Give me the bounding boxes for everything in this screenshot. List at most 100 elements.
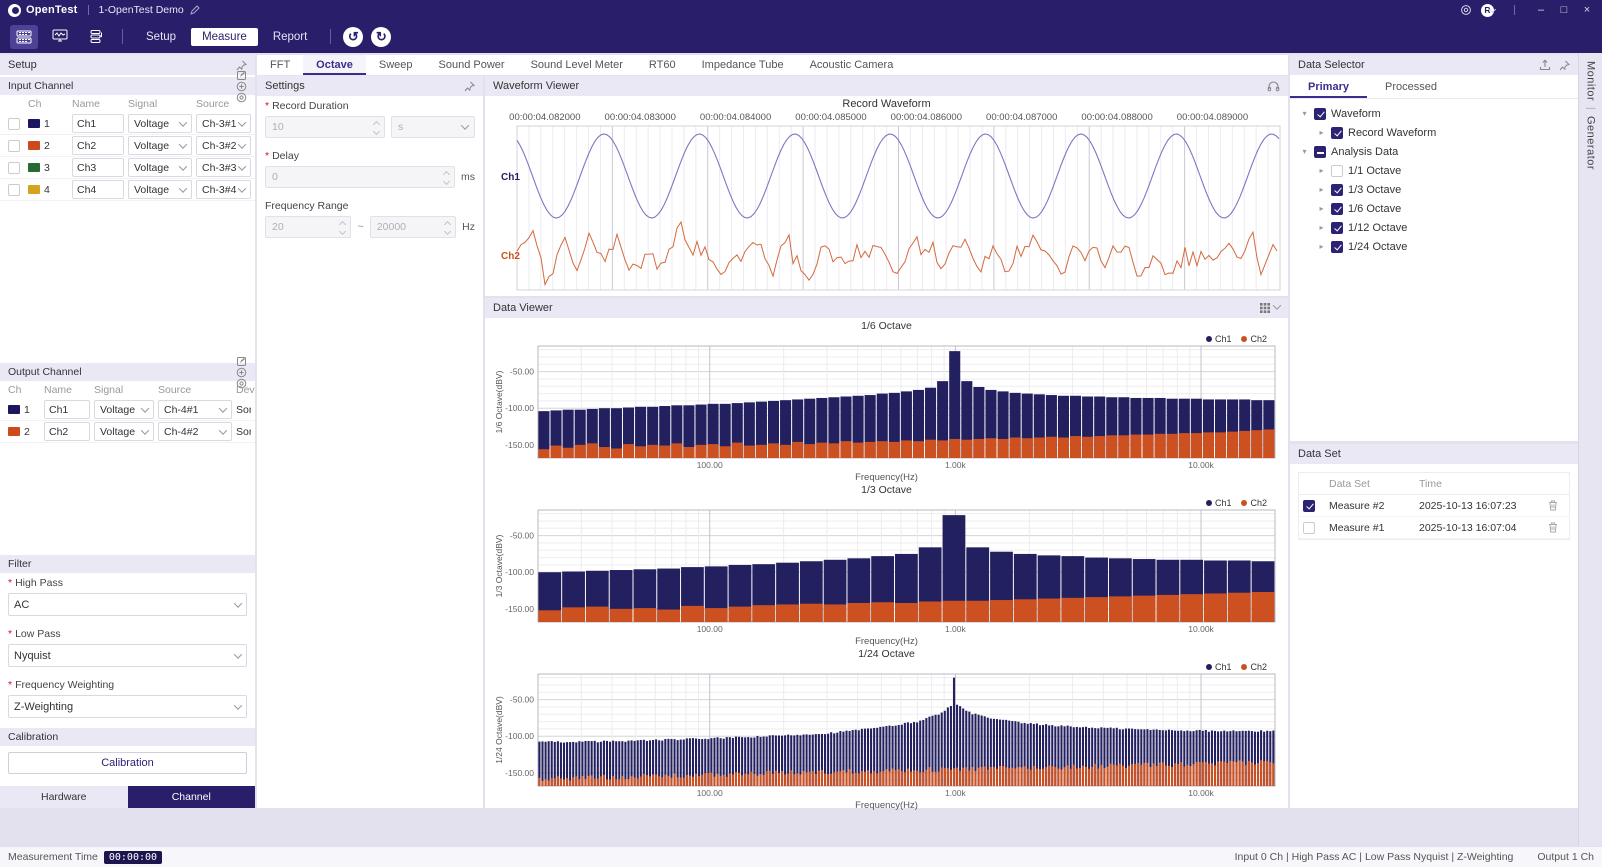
tree-checkbox[interactable]	[1331, 126, 1343, 139]
stepper-icon[interactable]	[442, 170, 451, 186]
layout-grid-icon[interactable]	[1259, 302, 1271, 314]
channel-settings-icon[interactable]	[236, 92, 247, 103]
undo-button[interactable]: ↺	[343, 26, 364, 47]
waveform-plot[interactable]: Ch1 Ch2	[489, 124, 1284, 295]
tree-item-1-1-octave[interactable]: ▸ 1/1 Octave	[1290, 161, 1578, 180]
source-select[interactable]: Ch-3#4	[196, 180, 251, 199]
tree-item-1-6-octave[interactable]: ▸ 1/6 Octave	[1290, 199, 1578, 218]
caret-right-icon[interactable]: ▸	[1319, 185, 1324, 194]
channel-name-input[interactable]	[72, 114, 124, 133]
headphones-icon[interactable]	[1267, 80, 1280, 92]
tree-item-analysis-data[interactable]: ▾ Analysis Data	[1290, 142, 1578, 161]
add-channel-icon[interactable]	[236, 81, 247, 92]
signal-select[interactable]: Voltage	[128, 180, 192, 199]
close-button[interactable]: ×	[1583, 4, 1591, 16]
nav-item-measure[interactable]: Measure	[191, 27, 258, 46]
tree-checkbox[interactable]	[1331, 221, 1343, 234]
tab-rt60[interactable]: RT60	[648, 59, 676, 71]
frequency-weighting-select[interactable]: Z-Weighting	[8, 695, 247, 718]
nav-item-setup[interactable]: Setup	[146, 30, 177, 43]
footer-tab-channel[interactable]: Channel	[127, 786, 255, 808]
caret-right-icon[interactable]: ▸	[1319, 166, 1324, 175]
nav-item-report[interactable]: Report	[272, 30, 308, 43]
freq-min-value[interactable]	[272, 221, 337, 233]
freq-max-input[interactable]	[369, 216, 457, 238]
tab-sweep[interactable]: Sweep	[378, 59, 413, 71]
high-pass-select[interactable]: AC	[8, 593, 247, 616]
pin-icon[interactable]	[464, 81, 475, 92]
tree-item-1-24-octave[interactable]: ▸ 1/24 Octave	[1290, 237, 1578, 256]
tab-octave[interactable]: Octave	[303, 55, 366, 75]
tab-acoustic-camera[interactable]: Acoustic Camera	[809, 59, 894, 71]
freq-max-value[interactable]	[376, 221, 442, 233]
tab-impedance-tube[interactable]: Impedance Tube	[701, 59, 784, 71]
channel-name-input[interactable]	[72, 158, 124, 177]
delete-icon[interactable]	[1541, 522, 1565, 533]
tree-checkbox[interactable]	[1314, 107, 1326, 120]
caret-down-icon[interactable]: ▾	[1302, 147, 1307, 156]
monitor-view-button[interactable]	[46, 25, 74, 49]
channel-settings-icon[interactable]	[236, 378, 247, 389]
row-checkbox[interactable]	[8, 161, 20, 174]
stepper-icon[interactable]	[339, 220, 347, 236]
caret-right-icon[interactable]: ▸	[1319, 204, 1324, 213]
freq-min-input[interactable]	[265, 216, 352, 238]
edit-list-icon[interactable]	[236, 70, 247, 81]
calibration-button[interactable]: Calibration	[8, 752, 247, 774]
footer-tab-hardware[interactable]: Hardware	[0, 786, 128, 808]
signal-select[interactable]: Voltage	[128, 136, 192, 155]
dock-tab-monitor[interactable]: Monitor	[1584, 61, 1597, 102]
channel-name-input[interactable]	[44, 400, 90, 419]
selector-tab-primary[interactable]: Primary	[1290, 75, 1367, 98]
edit-title-icon[interactable]	[189, 5, 200, 15]
delete-icon[interactable]	[1541, 500, 1565, 511]
tab-sound-level-meter[interactable]: Sound Level Meter	[530, 59, 623, 71]
row-checkbox[interactable]	[1303, 499, 1315, 512]
channel-name-input[interactable]	[72, 136, 124, 155]
channel-name-input[interactable]	[44, 422, 90, 441]
source-select[interactable]: Ch-3#3	[196, 158, 251, 177]
user-avatar[interactable]: R	[1481, 3, 1497, 17]
dock-tab-generator[interactable]: Generator	[1584, 115, 1597, 170]
row-checkbox[interactable]	[8, 117, 20, 130]
tree-checkbox[interactable]	[1331, 202, 1343, 215]
pin-icon[interactable]	[1559, 60, 1570, 71]
signal-select[interactable]: Voltage	[128, 114, 192, 133]
signal-select[interactable]: Voltage	[128, 158, 192, 177]
source-select[interactable]: Ch-3#2	[196, 136, 251, 155]
caret-right-icon[interactable]: ▸	[1319, 128, 1324, 137]
minimize-button[interactable]: –	[1537, 4, 1545, 16]
export-icon[interactable]	[1539, 59, 1551, 71]
pin-icon[interactable]	[236, 60, 247, 71]
signal-select[interactable]: Voltage	[94, 422, 154, 441]
data-set-row[interactable]: Measure #2 2025-10-13 16:07:23	[1299, 495, 1569, 517]
tree-checkbox[interactable]	[1331, 240, 1343, 253]
maximize-button[interactable]: □	[1560, 4, 1568, 16]
row-checkbox[interactable]	[8, 139, 20, 152]
tab-fft[interactable]: FFT	[270, 59, 291, 71]
stepper-icon[interactable]	[372, 120, 381, 136]
tab-sound-power[interactable]: Sound Power	[438, 59, 505, 71]
tree-checkbox[interactable]	[1331, 183, 1343, 196]
caret-right-icon[interactable]: ▸	[1319, 242, 1324, 251]
settings-gear-icon[interactable]	[1460, 4, 1472, 16]
stepper-icon[interactable]	[444, 220, 452, 236]
delay-input[interactable]	[265, 166, 455, 188]
caret-down-icon[interactable]: ▾	[1302, 109, 1307, 118]
edit-list-icon[interactable]	[236, 356, 247, 367]
channel-grid-view-button[interactable]	[10, 24, 38, 49]
batch-sequence-button[interactable]	[82, 25, 110, 49]
redo-button[interactable]: ↻	[371, 26, 392, 47]
record-duration-input[interactable]	[265, 116, 385, 138]
data-set-row[interactable]: Measure #1 2025-10-13 16:07:04	[1299, 517, 1569, 539]
add-channel-icon[interactable]	[236, 367, 247, 378]
row-checkbox[interactable]	[1303, 521, 1315, 534]
tree-item-record-waveform[interactable]: ▸ Record Waveform	[1290, 123, 1578, 142]
row-checkbox[interactable]	[8, 183, 20, 196]
tree-item-1-12-octave[interactable]: ▸ 1/12 Octave	[1290, 218, 1578, 237]
signal-select[interactable]: Voltage	[94, 400, 154, 419]
low-pass-select[interactable]: Nyquist	[8, 644, 247, 667]
tree-checkbox[interactable]	[1314, 145, 1326, 158]
tree-item-waveform[interactable]: ▾ Waveform	[1290, 104, 1578, 123]
record-duration-value[interactable]	[272, 121, 370, 133]
